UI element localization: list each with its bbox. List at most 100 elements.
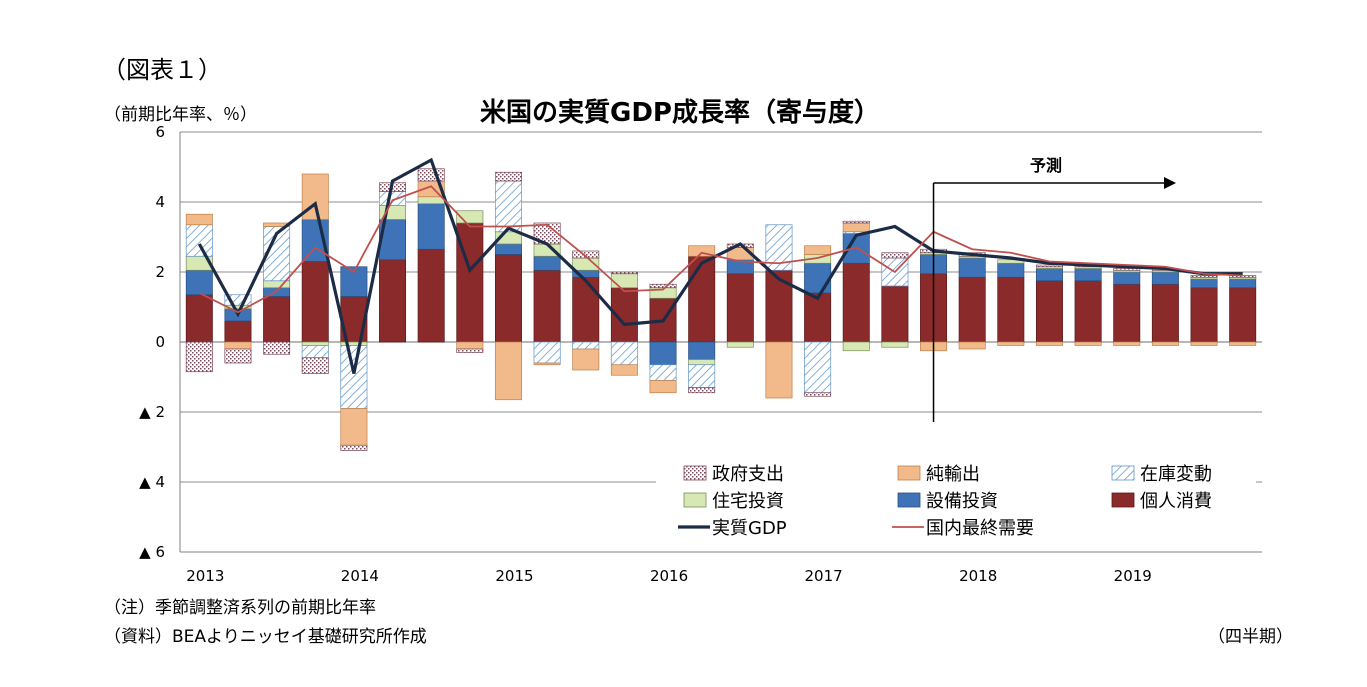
bar-netexports-2019Q1 <box>1113 341 1141 346</box>
bar-consumption-2016Q2 <box>688 255 716 343</box>
bar-housing-2016Q3 <box>726 341 754 348</box>
bar-inventory-2015Q2 <box>533 341 561 364</box>
bar-inventory-2013Q2 <box>224 294 252 306</box>
bar-consumption-2014Q2 <box>379 259 407 343</box>
x-tick-label-year: 2018 <box>959 567 997 585</box>
bar-netexports-2014Q4 <box>456 341 484 350</box>
legend-swatch-housing <box>683 492 707 508</box>
line-gdp <box>197 157 1243 374</box>
bar-government-2016Q2 <box>688 387 716 394</box>
x-tick-label-year: 2015 <box>495 567 533 585</box>
bar-government-2019Q3 <box>1190 275 1218 278</box>
bar-consumption-2019Q4 <box>1229 287 1257 343</box>
bar-netexports-2015Q1 <box>494 341 522 401</box>
bar-netexports-2018Q2 <box>997 341 1025 346</box>
bar-investment-2018Q4 <box>1074 268 1102 282</box>
bar-government-2013Q3 <box>263 341 291 355</box>
line-series <box>197 157 1243 374</box>
x-axis-period-label: （四半期） <box>1208 627 1293 647</box>
bar-netexports-2014Q1 <box>340 408 368 446</box>
bar-consumption-2018Q4 <box>1074 280 1102 343</box>
bar-netexports-2018Q3 <box>1035 341 1063 346</box>
legend-background <box>656 458 1256 548</box>
bar-inventory-2015Q4 <box>610 341 638 366</box>
bar-government-2015Q3 <box>572 250 600 259</box>
footnote-note: （注）季節調整済系列の前期比年率 <box>104 598 376 618</box>
bar-netexports-2015Q3 <box>572 348 600 371</box>
footnote-source: （資料）BEAよりニッセイ基礎研究所作成 <box>104 627 427 647</box>
bar-housing-2015Q4 <box>610 273 638 289</box>
bar-government-2015Q4 <box>610 271 638 275</box>
legend-label-inventory: 在庫変動 <box>1140 464 1212 485</box>
bar-consumption-2018Q1 <box>958 276 986 343</box>
bar-government-2013Q4 <box>301 357 329 374</box>
bar-netexports-2017Q1 <box>804 245 832 255</box>
bar-housing-2014Q3 <box>417 196 445 205</box>
bar-investment-2015Q1 <box>494 243 522 255</box>
bar-consumption-2015Q2 <box>533 269 561 343</box>
bar-consumption-2015Q3 <box>572 276 600 343</box>
forecast-arrow-head <box>1164 177 1176 189</box>
x-tick-label-year: 2017 <box>805 567 843 585</box>
legend-label-investment: 設備投資 <box>926 491 998 512</box>
bar-consumption-2013Q1 <box>185 294 213 343</box>
bar-government-2013Q2 <box>224 348 252 364</box>
bar-government-2017Q1 <box>804 392 832 397</box>
bar-investment-2014Q3 <box>417 203 445 250</box>
bar-consumption-2013Q2 <box>224 320 252 343</box>
bar-government-2014Q1 <box>340 444 368 451</box>
bar-consumption-2014Q3 <box>417 248 445 343</box>
bar-netexports-2018Q4 <box>1074 341 1102 346</box>
legend-label-netexports: 純輸出 <box>926 464 980 485</box>
bar-consumption-2013Q3 <box>263 296 291 343</box>
bar-consumption-2019Q3 <box>1190 287 1218 343</box>
bar-consumption-2017Q2 <box>842 262 870 343</box>
y-tick-label: ▲ 6 <box>139 543 165 561</box>
line-domestic <box>198 185 1243 314</box>
bar-netexports-2015Q2 <box>533 362 561 366</box>
bar-netexports-2017Q2 <box>842 222 870 233</box>
forecast-marker: 予測 <box>932 156 1176 422</box>
bar-consumption-2018Q2 <box>997 276 1025 343</box>
bar-investment-2016Q1 <box>649 341 677 366</box>
x-tick-label-year: 2013 <box>186 567 224 585</box>
bar-netexports-2019Q3 <box>1190 341 1218 346</box>
bar-inventory-2014Q2 <box>379 191 407 206</box>
bar-housing-2016Q2 <box>688 359 716 366</box>
bar-netexports-2015Q4 <box>610 364 638 376</box>
bar-consumption-2016Q4 <box>765 269 793 343</box>
bar-government-2013Q1 <box>185 341 213 373</box>
bar-government-2015Q1 <box>494 171 522 182</box>
legend-swatch-investment <box>897 492 921 508</box>
bar-netexports-2016Q4 <box>765 341 793 399</box>
bar-inventory-2013Q1 <box>185 224 213 257</box>
bar-government-2017Q3 <box>881 252 909 259</box>
chart-title: 米国の実質GDP成長率（寄与度） <box>480 98 880 128</box>
y-tick-label: 0 <box>155 333 165 351</box>
bar-government-2018Q3 <box>1035 264 1063 268</box>
bar-inventory-2015Q1 <box>494 180 522 233</box>
bar-investment-2018Q2 <box>997 262 1025 278</box>
bar-consumption-2019Q1 <box>1113 283 1141 343</box>
bar-inventory-2013Q4 <box>301 345 329 359</box>
legend-swatch-netexports <box>897 465 921 481</box>
bar-netexports-2018Q1 <box>958 341 986 350</box>
legend-label-consumption: 個人消費 <box>1140 491 1212 512</box>
bar-government-2017Q2 <box>842 220 870 224</box>
y-axis-unit-label: （前期比年率、％） <box>104 105 257 125</box>
bar-investment-2019Q2 <box>1151 271 1179 285</box>
bar-investment-2019Q4 <box>1229 278 1257 289</box>
y-tick-label: ▲ 4 <box>139 473 165 491</box>
bar-series <box>185 168 1257 451</box>
x-tick-label-year: 2019 <box>1114 567 1152 585</box>
figure-label: （図表１） <box>102 56 222 84</box>
bar-investment-2013Q1 <box>185 269 213 296</box>
x-tick-label-year: 2014 <box>341 567 379 585</box>
bar-housing-2013Q4 <box>301 341 329 346</box>
bar-netexports-2019Q4 <box>1229 341 1257 346</box>
legend-label-domestic: 国内最終需要 <box>926 518 1034 539</box>
y-tick-label: 2 <box>155 263 165 281</box>
bar-consumption-2013Q4 <box>301 261 329 343</box>
